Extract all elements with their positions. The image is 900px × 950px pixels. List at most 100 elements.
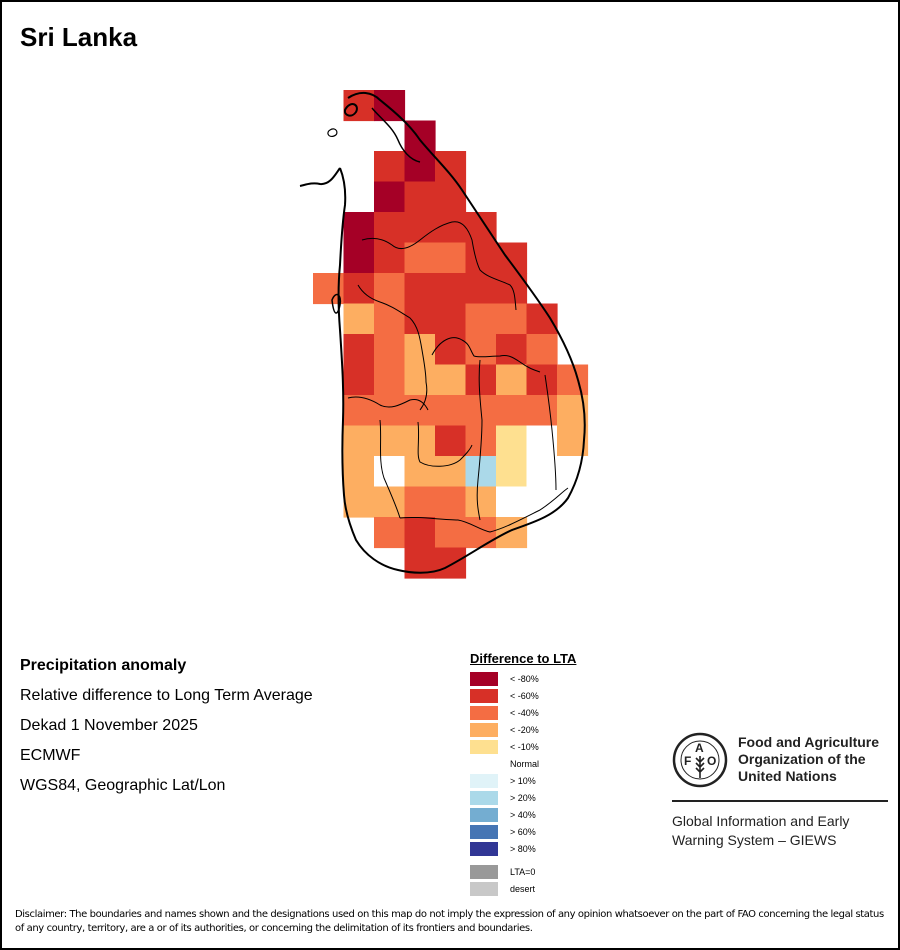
legend-swatch xyxy=(470,756,498,771)
legend-item-b40: > 40% xyxy=(470,806,576,823)
anomaly-grid xyxy=(313,90,589,579)
legend-title: Difference to LTA xyxy=(470,651,577,666)
legend-label: Normal xyxy=(510,758,540,769)
grid-cell-r40 xyxy=(404,486,436,518)
grid-cell-r40 xyxy=(374,517,406,549)
grid-cell-y20 xyxy=(404,364,436,396)
legend-label: < -40% xyxy=(510,707,539,718)
legend: Difference to LTA < -80% < -60% < -40% < -2… xyxy=(470,651,576,897)
legend-item-r40: < -40% xyxy=(470,704,576,721)
product-description: Relative difference to Long Term Average xyxy=(20,687,313,704)
grid-cell-r40 xyxy=(374,334,406,366)
legend-label: desert xyxy=(510,883,536,894)
product-name: Precipitation anomaly xyxy=(20,657,187,674)
grid-cell-r60 xyxy=(435,273,467,305)
fao-org-line-1: Food and Agriculture xyxy=(738,734,880,750)
grid-cell-b20 xyxy=(465,456,497,488)
grid-cell-r80 xyxy=(374,181,406,213)
legend-item-b10: > 10% xyxy=(470,772,576,789)
grid-cell-r40 xyxy=(374,364,406,396)
map-title: Sri Lanka xyxy=(20,22,138,52)
fao-org-name: Food and Agriculture Organization of the… xyxy=(738,734,879,785)
legend-swatch xyxy=(470,722,498,737)
legend-item-desert: desert xyxy=(470,880,576,897)
legend-item-y20: < -20% xyxy=(470,721,576,738)
grid-cell-r60 xyxy=(435,334,467,366)
grid-cell-r60 xyxy=(435,212,467,244)
legend-swatch xyxy=(470,841,498,856)
grid-cell-r60 xyxy=(435,181,467,213)
grid-cell-r60 xyxy=(404,547,436,579)
grid-cell-n xyxy=(374,456,406,488)
disclaimer: Disclaimer: The boundaries and names sho… xyxy=(15,909,884,934)
legend-item-b20: > 20% xyxy=(470,789,576,806)
grid-cell-r60 xyxy=(435,547,467,579)
grid-cell-r60 xyxy=(404,212,436,244)
grid-cell-r60 xyxy=(435,425,467,457)
legend-swatch xyxy=(470,824,498,839)
legend-label: < -10% xyxy=(510,741,539,752)
map-info: Precipitation anomaly Relative differenc… xyxy=(20,655,313,805)
legend-label: > 60% xyxy=(510,826,536,837)
grid-cell-r40 xyxy=(526,395,558,427)
country-outline xyxy=(299,92,586,574)
legend-item-b60: > 60% xyxy=(470,823,576,840)
grid-cell-r40 xyxy=(526,334,558,366)
legend-swatch xyxy=(470,688,498,703)
legend-swatch xyxy=(470,773,498,788)
grid-cell-r40 xyxy=(374,395,406,427)
grid-cell-r60 xyxy=(343,273,375,305)
legend-label: > 80% xyxy=(510,843,536,854)
svg-text:O: O xyxy=(707,754,716,768)
svg-text:F: F xyxy=(684,754,691,768)
legend-label: < -60% xyxy=(510,690,539,701)
grid-cell-r60 xyxy=(465,273,497,305)
grid-cell-r40 xyxy=(374,303,406,335)
legend-swatch xyxy=(470,807,498,822)
grid-cell-r60 xyxy=(465,212,497,244)
svg-text:A: A xyxy=(695,741,704,755)
grid-cell-y20 xyxy=(343,425,375,457)
fao-org-line-2: Organization of the xyxy=(738,751,866,767)
grid-cell-y20 xyxy=(374,425,406,457)
grid-cell-r60 xyxy=(404,181,436,213)
grid-cell-r40 xyxy=(374,273,406,305)
legend-label: LTA=0 xyxy=(510,866,536,877)
map-projection: WGS84, Geographic Lat/Lon xyxy=(20,777,226,794)
grid-cell-y20 xyxy=(343,303,375,335)
grid-cell-r40 xyxy=(404,395,436,427)
giews-line-2: Warning System – GIEWS xyxy=(672,832,837,848)
fao-logo-icon: F A O xyxy=(672,732,728,788)
grid-cell-r60 xyxy=(343,364,375,396)
legend-label: > 20% xyxy=(510,792,536,803)
grid-cell-r60 xyxy=(404,303,436,335)
grid-cell-y20 xyxy=(496,517,528,549)
province-boundaries xyxy=(347,221,569,533)
grid-cell-n xyxy=(496,486,528,518)
legend-swatch xyxy=(470,790,498,805)
grid-cell-y20 xyxy=(404,425,436,457)
legend-item-r60: < -60% xyxy=(470,687,576,704)
anomaly-map xyxy=(299,90,589,579)
grid-cell-r40 xyxy=(496,303,528,335)
grid-cell-r60 xyxy=(374,151,406,183)
grid-cell-y10 xyxy=(496,456,528,488)
grid-cell-r80 xyxy=(343,212,375,244)
fao-org-line-3: United Nations xyxy=(738,768,837,784)
grid-cell-r60 xyxy=(465,364,497,396)
grid-cell-r40 xyxy=(435,486,467,518)
legend-label: > 40% xyxy=(510,809,536,820)
grid-cell-y20 xyxy=(435,364,467,396)
giews-line-1: Global Information and Early xyxy=(672,813,850,829)
grid-cell-y20 xyxy=(343,486,375,518)
grid-cell-r40 xyxy=(557,364,589,396)
legend-extra-classes: LTA=0 desert xyxy=(470,863,576,897)
grid-cell-r60 xyxy=(435,303,467,335)
product-period: Dekad 1 November 2025 xyxy=(20,717,198,734)
grid-cell-r40 xyxy=(404,242,436,274)
legend-swatch xyxy=(470,864,498,879)
grid-cell-n xyxy=(526,456,558,488)
legend-label: > 10% xyxy=(510,775,536,786)
grid-cell-r60 xyxy=(526,303,558,335)
